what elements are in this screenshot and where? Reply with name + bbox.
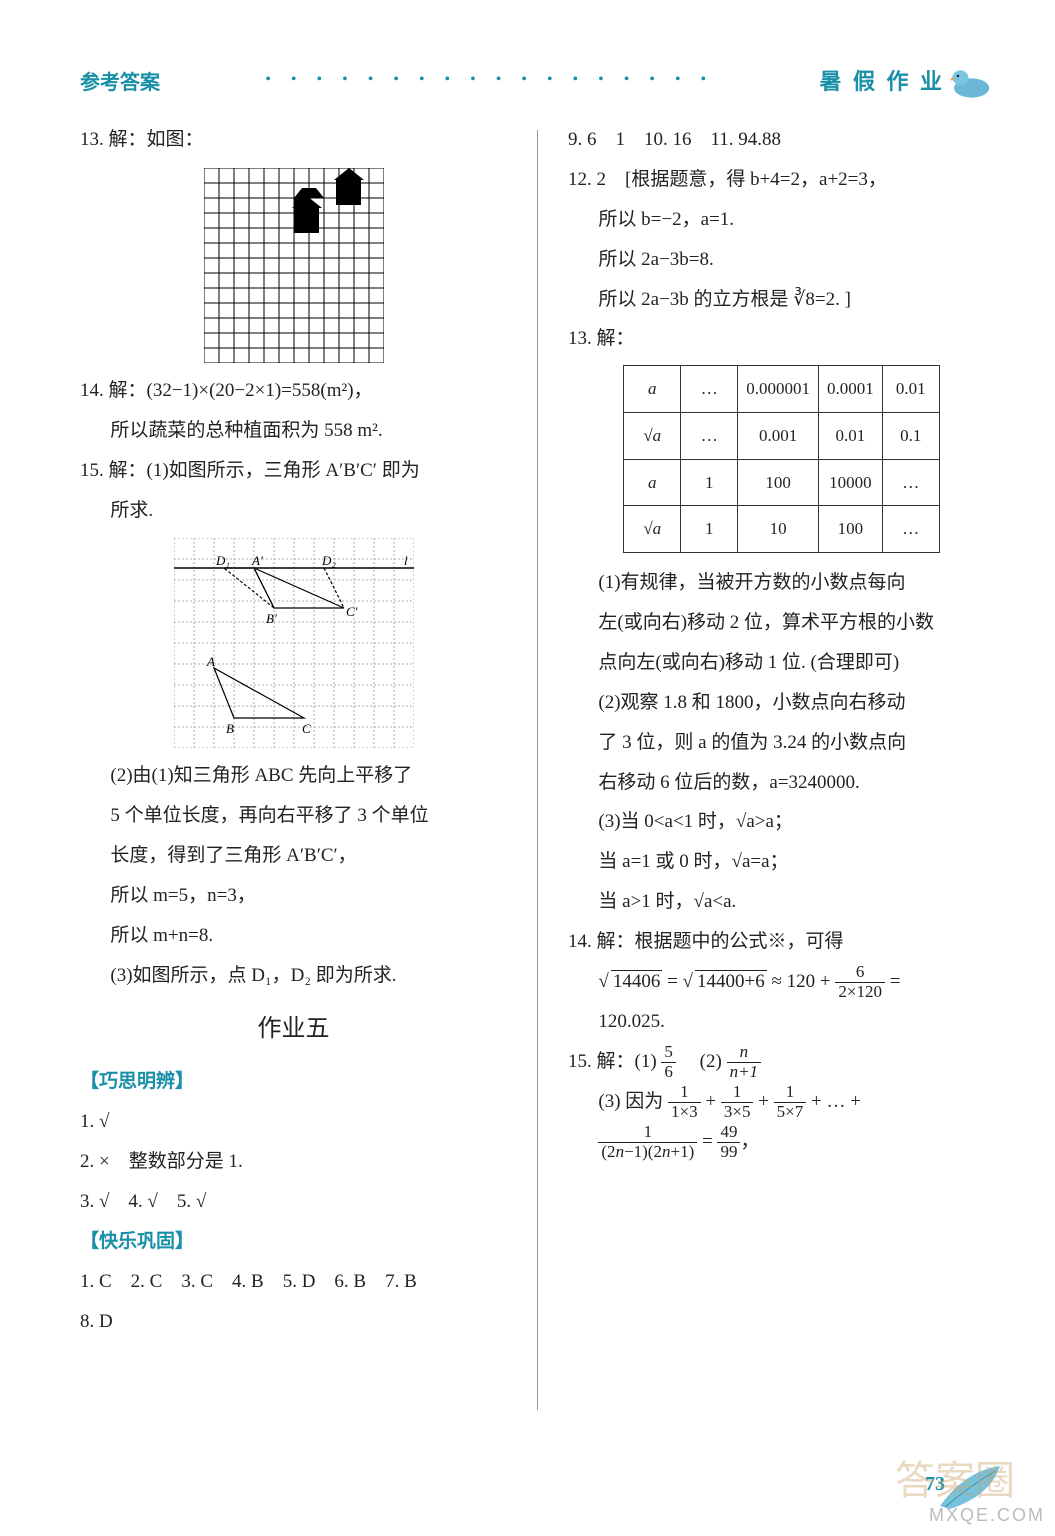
r13-1: (1)有规律，当被开方数的小数点每向 [568,563,995,603]
svg-text:A: A [206,654,215,669]
r14a: 14. 解：根据题中的公式※，可得 [568,922,995,962]
qsmb-345: 3. √ 4. √ 5. √ [80,1182,507,1222]
column-divider [537,130,538,1410]
svg-text:D₁: D₁ [215,553,230,568]
r13-6: 右移动 6 位后的数，a=3240000. [568,763,995,803]
r13-7: (3)当 0<a<1 时，√a>a； [568,802,995,842]
table-cell: 0.01 [882,366,939,413]
grid-figure-1 [204,168,384,363]
table-cell: 10 [738,506,819,553]
duck-icon [945,60,995,100]
header-left: 参考答案 [80,66,160,95]
table-cell: 0.01 [819,413,883,460]
q15-2d: 所以 m=5，n=3， [80,876,507,916]
table-cell: 10000 [819,459,883,506]
r15a-label: 15. 解：(1) [568,1051,657,1072]
section-qsmb: 【巧思明辨】 [80,1062,507,1102]
section-klgg: 【快乐巩固】 [80,1222,507,1262]
r12b: 所以 b=−2，a=1. [568,200,995,240]
q14-line1: 14. 解：(32−1)×(20−2×1)=558(m²)， [80,371,507,411]
table-cell: … [882,459,939,506]
table-cell: … [681,366,738,413]
r13-3: 点向左(或向右)移动 1 位. (合理即可) [568,643,995,683]
q15-2b: 5 个单位长度，再向右平移了 3 个单位 [80,796,507,836]
leaf-icon [935,1461,1005,1511]
table-cell: √a [624,413,681,460]
table-cell: √a [624,506,681,553]
r12d: 所以 2a−3b 的立方根是 ∛8=2. ] [568,280,995,320]
r13-5: 了 3 位，则 a 的值为 3.24 的小数点向 [568,723,995,763]
table-cell: … [882,506,939,553]
klgg-row1: 1. C 2. C 3. C 4. B 5. D 6. B 7. B [80,1262,507,1302]
r13-2: 左(或向右)移动 2 位，算术平方根的小数 [568,603,995,643]
svg-text:C′: C′ [346,604,358,619]
table-cell: 0.001 [738,413,819,460]
page-header: 参考答案 • • • • • • • • • • • • • • • • • •… [80,60,995,100]
q15-2c: 长度，得到了三角形 A′B′C′， [80,836,507,876]
r14c: 120.025. [568,1002,995,1042]
header-right: 暑 假 作 业 [819,64,945,96]
r13-8: 当 a=1 或 0 时，√a=a； [568,842,995,882]
table-cell: … [681,413,738,460]
left-column: 13. 解：如图： 14. 解：(32−1)×(20−2×1)=558(m²)，… [80,120,507,1420]
hw5-title: 作业五 [80,1004,507,1054]
q15-line1: 15. 解：(1)如图所示，三角形 A′B′C′ 即为 [80,451,507,491]
q14-line2: 所以蔬菜的总种植面积为 558 m². [80,411,507,451]
table-cell: 0.000001 [738,366,819,413]
r12a: 12. 2 [根据题意，得 b+4=2，a+2=3， [568,160,995,200]
svg-text:A′: A′ [251,553,263,568]
svg-text:l: l [404,553,408,568]
q13-label: 13. 解：如图： [80,120,507,160]
header-dots: • • • • • • • • • • • • • • • • • • [160,71,819,89]
grid-figure-2: l D₁ A′ D₂ B′ C′ A B C [174,538,414,748]
q15-3: (3)如图所示，点 D₁，D₂ 即为所求. [80,956,507,996]
table-cell: 1 [681,459,738,506]
svg-text:D₂: D₂ [321,553,336,568]
table-cell: a [624,366,681,413]
sqrt-table: a…0.0000010.00010.01√a…0.0010.010.1a1100… [623,365,940,553]
svg-text:C: C [302,721,311,736]
r13: 13. 解： [568,319,995,359]
table-cell: 100 [738,459,819,506]
r13-9: 当 a>1 时，√a<a. [568,882,995,922]
q15-line2: 所求. [80,491,507,531]
table-cell: 1 [681,506,738,553]
qsmb-1: 1. √ [80,1102,507,1142]
r15b: (3) 因为 11×3 + 13×5 + 15×7 + … + [568,1082,995,1122]
r15a2-label: (2) [700,1051,722,1072]
r15c: 1(2n−1)(2n+1) = 4999， [568,1122,995,1162]
table-cell: a [624,459,681,506]
r13-4: (2)观察 1.8 和 1800，小数点向右移动 [568,683,995,723]
q15-2a: (2)由(1)知三角形 ABC 先向上平移了 [80,756,507,796]
r15a: 15. 解：(1) 56 (2) nn+1 [568,1042,995,1082]
qsmb-2: 2. × 整数部分是 1. [80,1142,507,1182]
klgg-row2: 8. D [80,1302,507,1342]
r14b: √14406 = √14400+6 ≈ 120 + 62×120 = [568,962,995,1002]
table-cell: 0.1 [882,413,939,460]
r15b-label: (3) 因为 [598,1091,663,1112]
content-columns: 13. 解：如图： 14. 解：(32−1)×(20−2×1)=558(m²)，… [80,120,995,1420]
table-cell: 0.0001 [819,366,883,413]
q15-2e: 所以 m+n=8. [80,916,507,956]
svg-text:B: B [226,721,234,736]
svg-text:B′: B′ [266,611,277,626]
right-column: 9. 6 1 10. 16 11. 94.88 12. 2 [根据题意，得 b+… [568,120,995,1420]
table-cell: 100 [819,506,883,553]
r12c: 所以 2a−3b=8. [568,240,995,280]
r9-11: 9. 6 1 10. 16 11. 94.88 [568,120,995,160]
